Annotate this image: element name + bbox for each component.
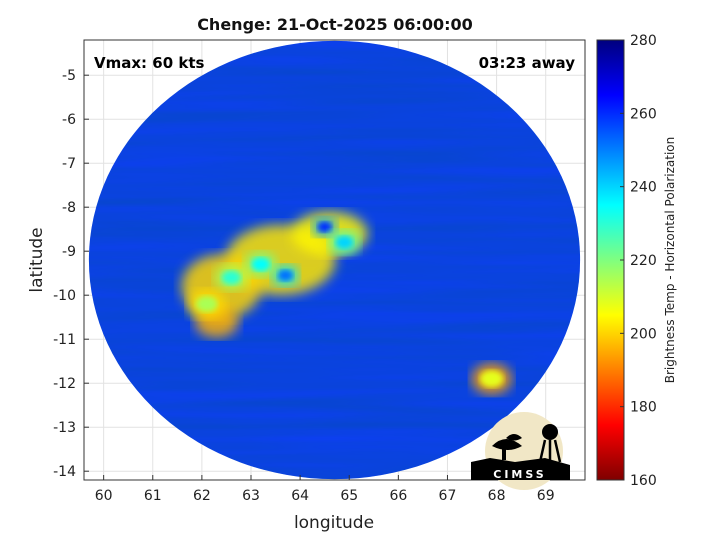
cimss-logo: CIMSS <box>471 412 570 490</box>
x-tick-label: 69 <box>537 488 555 504</box>
feature-core <box>195 295 218 313</box>
feature-core <box>221 270 241 285</box>
x-tick-label: 64 <box>291 488 309 504</box>
vmax-annotation: Vmax: 60 kts <box>94 54 204 72</box>
x-tick-label: 62 <box>193 488 211 504</box>
y-axis-ticks: -5 -6 -7 -8 -9 -10 -11 -12 -13 -14 <box>53 68 89 480</box>
storm-features <box>181 211 512 395</box>
logo-dish2-icon <box>506 434 522 441</box>
logo-tower-ball-icon <box>542 424 558 440</box>
logo-dish-stand <box>502 446 506 460</box>
colorbar-label: Brightness Temp - Horizontal Polarizatio… <box>663 137 677 384</box>
colorbar-tick-label: 240 <box>630 180 657 196</box>
feature-core <box>317 221 332 233</box>
swath <box>88 40 581 480</box>
logo-text: CIMSS <box>493 468 546 481</box>
x-tick-label: 67 <box>439 488 457 504</box>
x-axis-ticks: 60 61 62 63 64 65 66 67 68 69 <box>95 475 555 504</box>
y-tick-label: -6 <box>62 112 76 128</box>
logo-ground <box>471 458 570 480</box>
colorbar-ticks: 280 260 240 220 200 180 160 <box>620 33 657 489</box>
x-tick-label: 68 <box>488 488 506 504</box>
chart-title: Chenge: 21-Oct-2025 06:00:00 <box>197 15 473 34</box>
x-tick-label: 65 <box>340 488 358 504</box>
time-away-annotation: 03:23 away <box>479 54 576 72</box>
logo-dish-icon <box>492 439 522 450</box>
colorbar-tick-label: 200 <box>630 326 657 342</box>
y-tick-label: -11 <box>53 332 76 348</box>
colorbar-tick-label: 160 <box>630 473 657 489</box>
x-tick-label: 61 <box>144 488 162 504</box>
y-axis-label: latitude <box>27 227 47 292</box>
logo-tower-legs <box>538 439 562 463</box>
x-tick-label: 60 <box>95 488 113 504</box>
y-tick-label: -12 <box>53 376 76 392</box>
x-tick-label: 63 <box>242 488 260 504</box>
colorbar-tick-label: 280 <box>630 33 657 49</box>
colorbar-tick-label: 260 <box>630 106 657 122</box>
feature-core <box>251 257 271 272</box>
colorbar-tick-label: 220 <box>630 253 657 269</box>
x-tick-label: 66 <box>389 488 407 504</box>
x-axis-label: longitude <box>294 513 374 533</box>
y-tick-label: -9 <box>62 244 76 260</box>
colorbar <box>596 39 625 481</box>
y-tick-label: -5 <box>62 68 76 84</box>
axes-frame <box>83 39 586 481</box>
y-tick-label: -10 <box>53 288 76 304</box>
feature-core <box>480 370 504 388</box>
y-tick-label: -14 <box>53 464 76 480</box>
y-tick-label: -13 <box>53 420 76 436</box>
feature-core <box>277 269 294 282</box>
y-tick-label: -8 <box>62 200 76 216</box>
y-tick-label: -7 <box>62 156 76 172</box>
feature-core <box>335 235 354 249</box>
colorbar-tick-label: 180 <box>630 400 657 416</box>
